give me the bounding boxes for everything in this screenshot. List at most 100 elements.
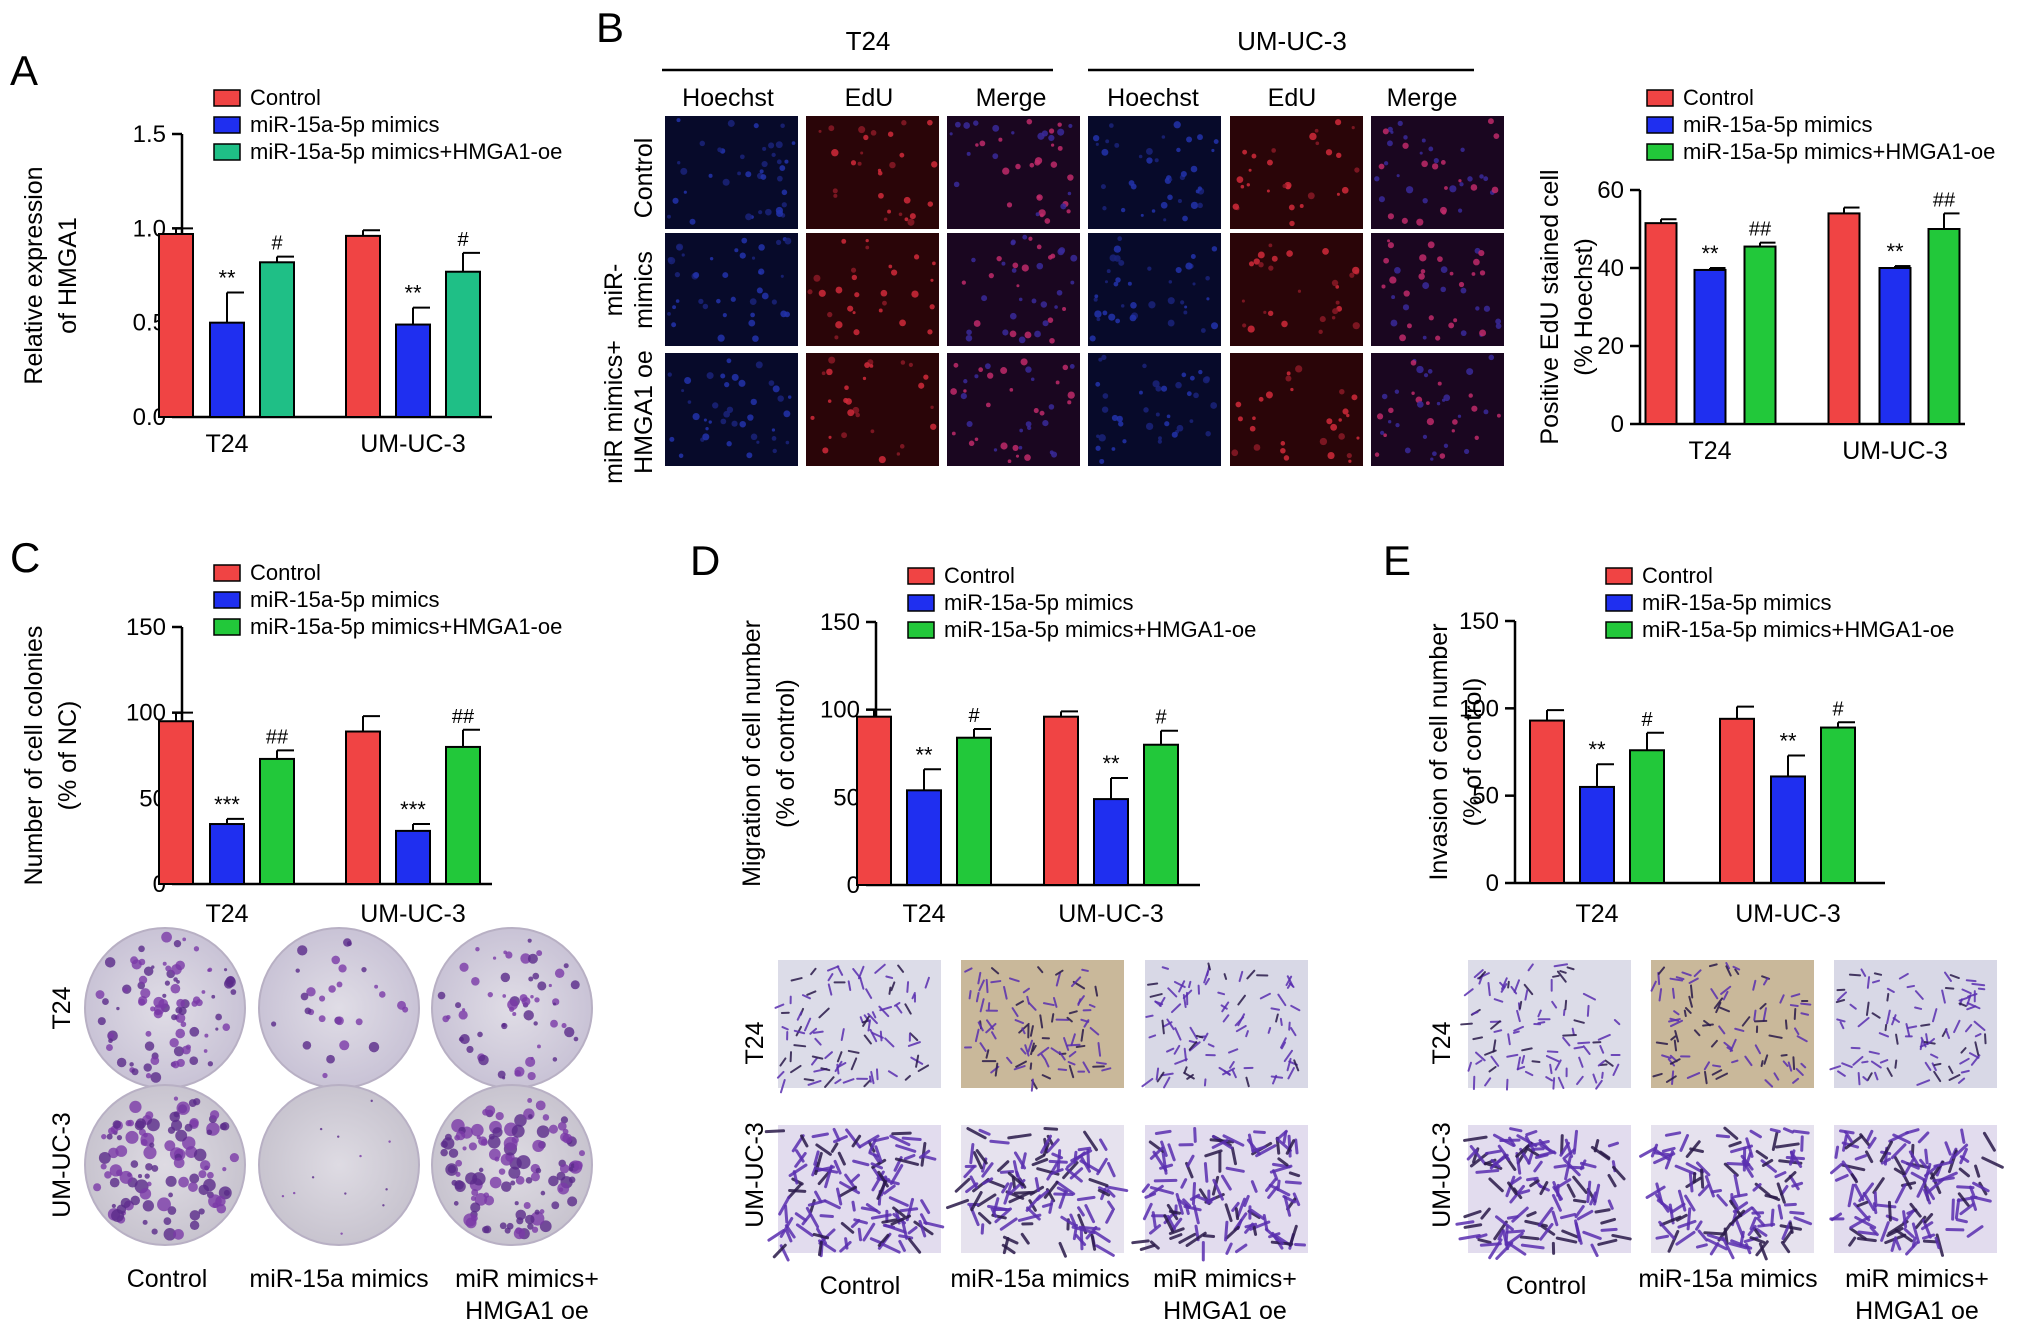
- cell: [922, 1154, 937, 1161]
- cell: [1959, 1202, 1975, 1216]
- y-axis-label-line: (% Hoechst): [1570, 238, 1598, 376]
- edu-image-grid: T24 UM-UC-3 Hoechst EdU Merge Hoechst Ed…: [600, 26, 1504, 484]
- cell: [1708, 963, 1718, 968]
- colony: [151, 1228, 158, 1235]
- cell: [1675, 976, 1685, 981]
- cell: [1068, 1010, 1078, 1015]
- cell: [1096, 1157, 1108, 1176]
- cell: [1948, 1065, 1954, 1074]
- nucleus: [1479, 329, 1487, 337]
- nucleus: [1028, 236, 1033, 241]
- cell: [836, 1062, 847, 1069]
- nucleus: [896, 452, 901, 456]
- cell: [1458, 1234, 1481, 1241]
- significance-mark: **: [1886, 239, 1904, 264]
- nucleus: [739, 154, 745, 160]
- cell: [1524, 1070, 1534, 1077]
- cell: [1077, 1146, 1092, 1152]
- colony: [230, 989, 237, 995]
- colony: [116, 1057, 127, 1068]
- cell: [1068, 1064, 1075, 1079]
- nucleus: [1067, 191, 1072, 196]
- y-axis-label-line: Number of cell colonies: [20, 626, 48, 886]
- cell: [1760, 1060, 1764, 1067]
- cell: [1593, 1139, 1600, 1153]
- nucleus: [1015, 454, 1020, 458]
- legend-label: Control: [1683, 85, 1754, 110]
- invasion-image-grid: T24 UM-UC-3 Control miR-15a mimics miR m…: [1428, 960, 2004, 1325]
- colony: [524, 1214, 535, 1225]
- nucleus: [1258, 261, 1264, 268]
- nucleus: [1404, 447, 1411, 454]
- col-label-mimics: miR-15a mimics: [249, 1265, 428, 1293]
- cell: [1024, 1044, 1030, 1057]
- cell: [1731, 1196, 1739, 1208]
- svg-text:Control: Control: [630, 138, 658, 219]
- cell: [1960, 1069, 1970, 1074]
- nucleus: [1242, 149, 1248, 155]
- panel-letter-e: E: [1383, 537, 1411, 584]
- cell: [1029, 1185, 1045, 1196]
- cell: [1764, 1079, 1774, 1088]
- colony: [494, 1156, 500, 1162]
- nucleus: [1327, 451, 1335, 460]
- nucleus: [722, 272, 729, 279]
- nucleus: [1011, 268, 1017, 273]
- cell: [1546, 1050, 1559, 1053]
- cell: [779, 1078, 786, 1094]
- cell: [1578, 1056, 1584, 1068]
- cell: [1479, 1242, 1502, 1247]
- colony: [319, 1127, 323, 1131]
- y-axis-label-line: Migration of cell number: [738, 620, 766, 887]
- colony: [573, 1036, 579, 1042]
- colony: [487, 991, 493, 998]
- colony: [198, 1208, 205, 1215]
- cell: [986, 1179, 1005, 1188]
- colony: [552, 1057, 558, 1062]
- cell: [1892, 1133, 1911, 1145]
- bar: [1878, 267, 1912, 425]
- cell: [1861, 1060, 1869, 1064]
- nucleus: [1146, 157, 1153, 164]
- cell: [1506, 1215, 1519, 1220]
- cell: [1729, 1199, 1743, 1218]
- nucleus: [751, 256, 756, 260]
- cell: [1183, 1047, 1188, 1062]
- nucleus: [1422, 335, 1427, 340]
- nucleus: [1331, 279, 1339, 287]
- colony: [567, 1196, 578, 1207]
- nucleus: [745, 213, 753, 221]
- cell: [824, 1076, 835, 1088]
- y-tick-label: 150: [1459, 608, 1499, 635]
- nucleus: [1204, 376, 1210, 382]
- nucleus: [1479, 174, 1484, 179]
- cell: [1971, 982, 1986, 987]
- colony: [510, 1180, 516, 1186]
- cell: [1285, 1139, 1296, 1155]
- cell: [1073, 1150, 1078, 1164]
- cell: [978, 1128, 991, 1136]
- nucleus: [1325, 149, 1333, 156]
- cell: [877, 1170, 889, 1188]
- nucleus: [878, 308, 883, 313]
- colony: [564, 1026, 575, 1038]
- cell: [963, 1165, 976, 1179]
- colony: [106, 1044, 113, 1051]
- nucleus: [1142, 363, 1147, 369]
- nucleus: [870, 130, 877, 136]
- cell: [1014, 1019, 1025, 1025]
- nucleus: [843, 397, 849, 404]
- colony: [397, 1000, 407, 1010]
- cell: [1841, 1062, 1853, 1069]
- colony: [319, 995, 326, 1002]
- nucleus: [1190, 201, 1199, 210]
- cell: [1974, 1033, 1982, 1038]
- legend-swatch: [213, 591, 241, 609]
- nucleus: [1205, 275, 1210, 281]
- cell: [1966, 1002, 1981, 1010]
- cell: [1574, 1205, 1585, 1219]
- nucleus: [1423, 373, 1429, 378]
- colony: [455, 1002, 462, 1009]
- cell: [1966, 1225, 1984, 1238]
- nucleus: [761, 160, 768, 168]
